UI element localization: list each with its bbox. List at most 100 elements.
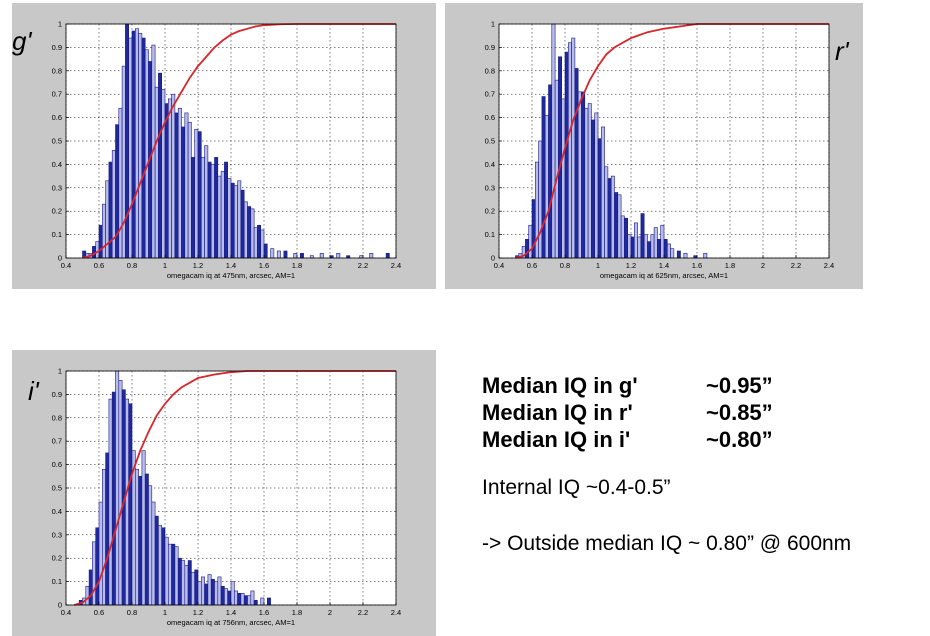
histogram-bar bbox=[210, 578, 215, 606]
x-tick-label: 0.4 bbox=[61, 261, 71, 270]
y-tick-label: 0.7 bbox=[485, 90, 495, 99]
histogram-bar bbox=[168, 543, 172, 606]
y-tick-label: 0.4 bbox=[485, 160, 495, 169]
x-tick-label: 1.4 bbox=[226, 608, 236, 617]
stat-value: ~0.95” bbox=[706, 373, 773, 398]
histogram-bar bbox=[141, 37, 146, 259]
x-tick-label: 2.2 bbox=[791, 261, 801, 270]
x-tick-label: 1 bbox=[596, 261, 600, 270]
histogram-bar bbox=[568, 42, 572, 259]
histogram-bar bbox=[217, 175, 222, 259]
histogram-bar bbox=[683, 253, 688, 259]
histogram-bar bbox=[88, 569, 93, 606]
y-tick-label: 0.8 bbox=[52, 66, 62, 75]
histogram-bar bbox=[214, 157, 219, 259]
x-tick-label: 2.4 bbox=[824, 261, 834, 270]
histogram-bar bbox=[125, 23, 130, 259]
y-tick-label: 0.7 bbox=[52, 90, 62, 99]
histogram-bar bbox=[207, 161, 212, 259]
histogram-bar bbox=[253, 227, 258, 259]
stat-row-r: Median IQ in r' ~0.85” bbox=[482, 399, 851, 426]
y-tick-label: 0.4 bbox=[52, 160, 62, 169]
histogram-bar bbox=[207, 574, 212, 606]
x-tick-label: 1.6 bbox=[692, 261, 702, 270]
y-tick-label: 0.6 bbox=[52, 460, 62, 469]
histogram-bar bbox=[128, 37, 133, 259]
histogram-bar bbox=[544, 114, 549, 259]
histogram-bar bbox=[108, 161, 113, 259]
histogram-bar bbox=[138, 33, 143, 259]
x-tick-label: 1.6 bbox=[259, 261, 269, 270]
x-tick-label: 0.6 bbox=[527, 261, 537, 270]
x-tick-label: 1.8 bbox=[292, 608, 302, 617]
histogram-bar bbox=[270, 248, 275, 259]
x-tick-label: 1.6 bbox=[259, 608, 269, 617]
y-tick-label: 0.1 bbox=[52, 230, 62, 239]
histogram-bar bbox=[617, 194, 622, 259]
chart-panel-g: 0.4 0.6 0.8 1 1.2 1.4 1.6 1.8 2 2.2 2.4 0 0.1 0.2 0.3 0… bbox=[12, 3, 436, 289]
histogram-bar bbox=[670, 248, 675, 259]
histogram-bar bbox=[115, 370, 120, 606]
histogram-bar bbox=[164, 103, 169, 259]
histogram-bar bbox=[191, 157, 195, 259]
y-tick-label: 0 bbox=[58, 601, 62, 610]
histogram-bar bbox=[227, 590, 232, 606]
histogram-bar bbox=[240, 189, 245, 259]
histogram-bar bbox=[227, 178, 232, 259]
x-tick-label: 2 bbox=[328, 608, 332, 617]
histogram-bar bbox=[158, 72, 162, 259]
histogram-i: 0.4 0.6 0.8 1 1.2 1.4 1.6 1.8 2 2.2 2.4 0 0.1 0.2 0.3 0… bbox=[52, 367, 402, 628]
histogram-bar bbox=[657, 238, 661, 259]
histogram-bar bbox=[210, 164, 215, 259]
histogram-bar bbox=[237, 593, 242, 606]
x-tick-label: 1.8 bbox=[725, 261, 735, 270]
y-tick-label: 0.8 bbox=[485, 66, 495, 75]
y-tick-label: 0.1 bbox=[52, 577, 62, 586]
histogram-bar bbox=[115, 124, 120, 259]
x-tick-label: 1.4 bbox=[659, 261, 669, 270]
y-tick-label: 0.5 bbox=[485, 137, 495, 146]
y-tick-label: 0.3 bbox=[52, 530, 62, 539]
histogram-bar bbox=[191, 571, 195, 606]
histogram-bar bbox=[610, 175, 615, 259]
x-tick-label: 1.2 bbox=[193, 261, 203, 270]
histogram-bar bbox=[663, 238, 668, 259]
histogram-bar bbox=[667, 243, 671, 259]
y-tick-label: 0.7 bbox=[52, 437, 62, 446]
y-tick-label: 0.9 bbox=[52, 390, 62, 399]
x-tick-label: 2.2 bbox=[358, 608, 368, 617]
histogram-bar bbox=[135, 28, 139, 259]
band-label-r: r' bbox=[835, 36, 849, 66]
histogram-bar bbox=[535, 161, 539, 259]
histogram-bar bbox=[634, 222, 638, 259]
histogram-bar bbox=[217, 576, 222, 606]
histogram-bar bbox=[551, 23, 556, 259]
histogram-bar bbox=[98, 501, 103, 606]
histogram-bar bbox=[144, 49, 149, 259]
histogram-bar bbox=[247, 206, 252, 259]
histogram-bar bbox=[653, 227, 658, 259]
x-tick-label: 0.6 bbox=[94, 261, 104, 270]
y-tick-label: 0.3 bbox=[52, 183, 62, 192]
histogram-bar bbox=[601, 126, 605, 259]
y-tick-label: 1 bbox=[58, 20, 62, 29]
histogram-bar bbox=[577, 91, 582, 259]
y-tick-label: 0.6 bbox=[485, 113, 495, 122]
histogram-bar bbox=[385, 253, 390, 259]
x-tick-label: 1 bbox=[163, 608, 167, 617]
x-tick-label: 1 bbox=[163, 261, 167, 270]
outside-iq-text: -> Outside median IQ ~ 0.80” @ 600nm bbox=[482, 532, 852, 555]
histogram-bar bbox=[319, 253, 324, 259]
cumulative-curve bbox=[74, 370, 396, 606]
histogram-bar bbox=[584, 107, 589, 259]
stat-row-i: Median IQ in i' ~0.80” bbox=[482, 426, 851, 453]
median-stats: Median IQ in g' ~0.95” Median IQ in r' ~… bbox=[482, 372, 851, 557]
histogram-bar bbox=[171, 93, 176, 259]
histogram-bar bbox=[594, 112, 599, 259]
internal-iq-text: Internal IQ ~0.4-0.5” bbox=[482, 476, 671, 499]
histogram-bar bbox=[230, 182, 235, 259]
histogram-bar bbox=[111, 150, 116, 259]
histogram-bar bbox=[604, 166, 609, 259]
histogram-bar bbox=[558, 56, 563, 259]
histogram-bar bbox=[187, 560, 192, 606]
